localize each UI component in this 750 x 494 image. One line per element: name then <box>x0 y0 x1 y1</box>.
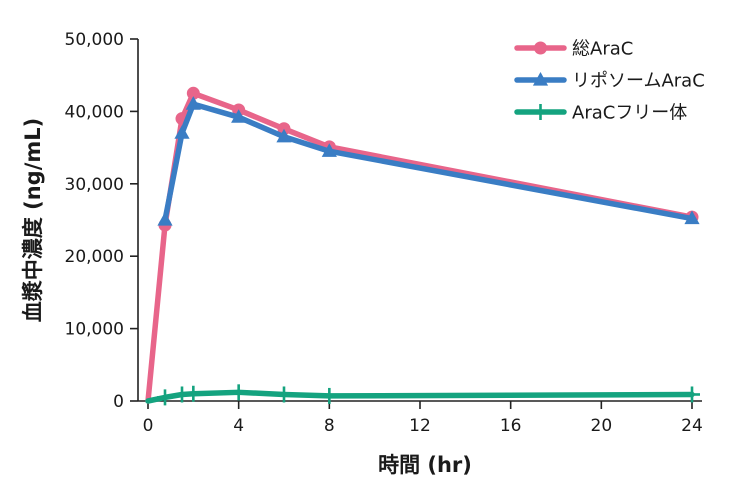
data-point <box>174 125 190 139</box>
data-point <box>186 86 200 100</box>
legend-item: 総AraC <box>514 39 633 60</box>
data-point <box>185 385 202 402</box>
data-point <box>157 389 173 406</box>
x-tick-label: 0 <box>143 416 154 436</box>
legend-item: リポソームAraC <box>514 71 705 92</box>
series-3 <box>145 384 700 406</box>
series-layer <box>145 86 700 406</box>
x-tick-label: 20 <box>591 416 613 436</box>
data-point <box>157 212 173 226</box>
data-point <box>276 386 292 403</box>
y-tick-label: 50,000 <box>65 30 124 50</box>
data-point <box>231 109 247 123</box>
legend-marker <box>534 41 547 55</box>
data-point <box>185 96 201 110</box>
data-point <box>684 210 700 225</box>
x-tick-label: 12 <box>409 416 431 436</box>
series-1 <box>145 86 699 404</box>
x-tick-label: 16 <box>500 416 522 436</box>
x-axis-title: 時間 (hr) <box>378 453 472 477</box>
data-point <box>276 128 292 143</box>
legend-label: AraCフリー体 <box>572 103 687 124</box>
legend-item: AraCフリー体 <box>514 103 687 124</box>
data-point <box>684 386 700 403</box>
data-point <box>321 387 338 404</box>
data-point <box>230 384 247 401</box>
legend-label: リポソームAraC <box>572 71 705 92</box>
y-tick-label: 30,000 <box>65 175 124 195</box>
legend-label: 総AraC <box>572 39 633 60</box>
series-line <box>145 389 695 404</box>
y-axis-title: 血漿中濃度 (ng/mL) <box>21 118 45 322</box>
x-tick-label: 24 <box>681 416 703 436</box>
x-tick-label: 8 <box>324 416 335 436</box>
x-tick-label: 4 <box>233 416 244 436</box>
y-tick-label: 10,000 <box>65 320 124 340</box>
data-point <box>321 143 337 157</box>
y-tick-label: 40,000 <box>65 102 124 122</box>
legend: 総AraC リポソームAraC AraCフリー体 <box>514 39 705 124</box>
series-line <box>145 90 695 404</box>
legend-marker <box>532 104 549 120</box>
series-2 <box>157 96 700 226</box>
y-tick-label: 0 <box>113 392 124 412</box>
axes: 0 10,000 20,000 30,000 40,000 50,000 0 4 8 12 16 20… <box>65 30 703 436</box>
legend-marker <box>532 72 549 86</box>
y-tick-label: 20,000 <box>65 247 124 267</box>
